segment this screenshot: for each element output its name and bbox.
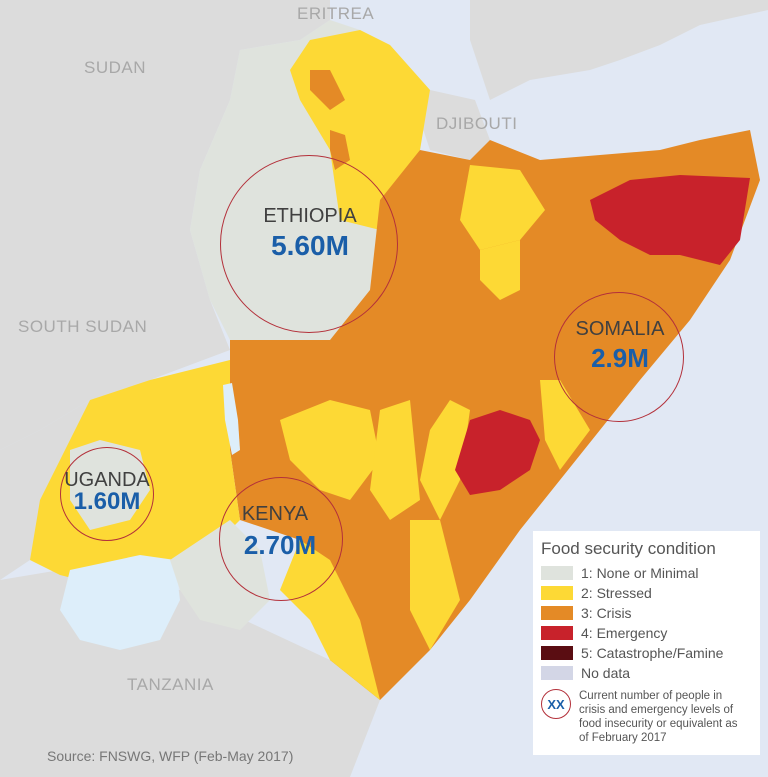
bubble-circle-uganda [60,447,154,541]
legend-note: XX Current number of people in crisis an… [541,689,760,745]
bubble-name-uganda: UGANDA [64,469,150,491]
label-tanzania: TANZANIA [127,675,214,694]
legend: Food security condition 1: None or Minim… [533,531,760,755]
legend-item-phase1: 1: None or Minimal [541,563,760,583]
source-caption: Source: FNSWG, WFP (Feb-May 2017) [47,748,294,764]
bubble-name-kenya: KENYA [241,503,309,525]
legend-item-nodata: No data [541,663,760,683]
bubble-circle-ethiopia [220,155,398,333]
legend-note-text: Current number of people in crisis and e… [579,690,738,744]
label-sudan: SUDAN [84,58,147,77]
swatch-phase5 [541,646,573,660]
legend-item-phase3: 3: Crisis [541,603,760,623]
label-south-sudan: SOUTH SUDAN [18,317,148,336]
legend-title: Food security condition [541,539,716,558]
swatch-phase3 [541,606,573,620]
label-eritrea: ERITREA [297,4,375,23]
bubble-name-somalia: SOMALIA [575,318,665,340]
swatch-phase1 [541,566,573,580]
bubble-value-somalia: 2.9M [591,343,649,373]
swatch-nodata [541,666,573,680]
bubble-circle-somalia [554,292,684,422]
legend-item-phase4: 4: Emergency [541,623,760,643]
bubble-value-uganda: 1.60M [73,488,141,515]
legend-item-phase2: 2: Stressed [541,583,760,603]
swatch-phase4 [541,626,573,640]
label-djibouti: DJIBOUTI [436,114,518,133]
bubble-value-ethiopia: 5.60M [271,230,349,261]
bubble-circle-kenya [219,477,343,601]
bubble-name-ethiopia: ETHIOPIA [263,205,357,227]
bubble-value-kenya: 2.70M [243,530,317,560]
swatch-phase2 [541,586,573,600]
bubble-symbol-icon: XX [541,689,571,719]
legend-item-phase5: 5: Catastrophe/Famine [541,643,760,663]
